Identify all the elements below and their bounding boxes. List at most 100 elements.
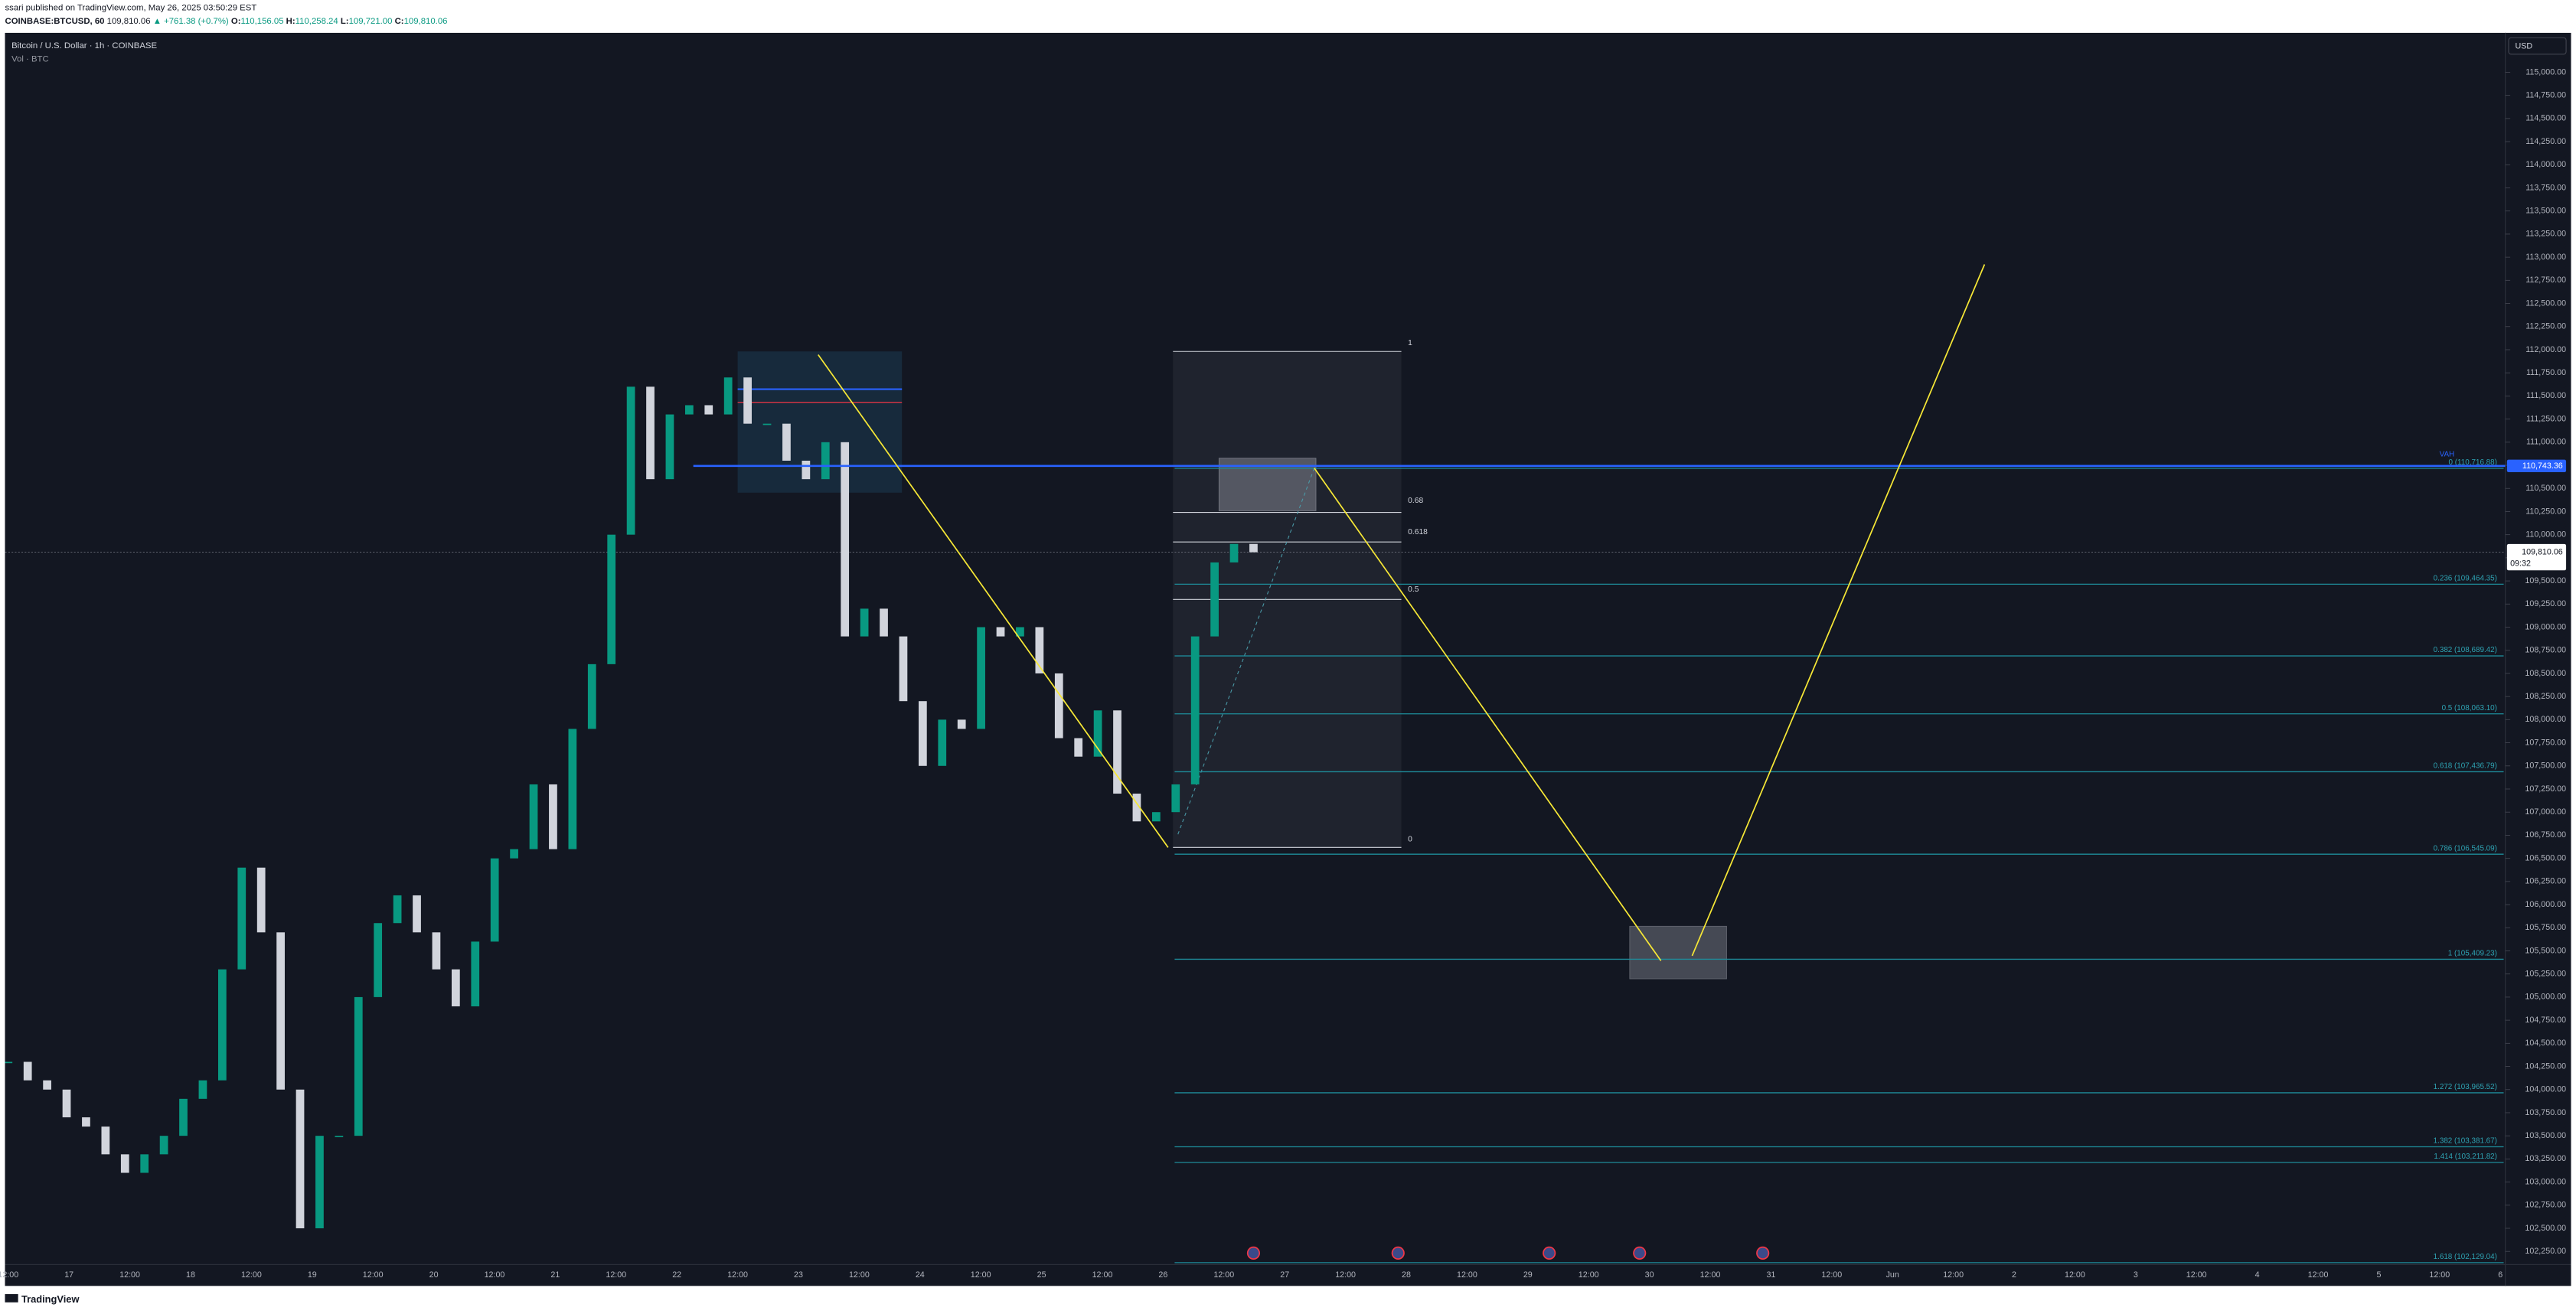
candle — [1229, 543, 1239, 562]
price-tick-label: 106,250.00 — [2525, 877, 2566, 886]
time-tick-label: 12:00 — [2186, 1270, 2207, 1280]
time-tick-label: 29 — [1523, 1270, 1533, 1280]
countdown: 09:32 — [2510, 559, 2531, 568]
price-tick-label: 110,500.00 — [2525, 484, 2566, 493]
price-tick-label: 104,500.00 — [2525, 1038, 2566, 1048]
candle — [276, 932, 285, 1090]
time-tick-label: 6 — [2498, 1270, 2503, 1280]
candle — [1035, 627, 1044, 673]
fib-level-label: 1.272 (103,965.52) — [2434, 1083, 2497, 1091]
plot: 0 (110,716.88) 0.236 (109,464.35) 0.382 (1… — [5, 264, 2506, 1263]
trend-line — [1314, 468, 1662, 961]
time-tick-label: 24 — [916, 1270, 925, 1280]
candle — [938, 719, 947, 766]
time-tick-label: 12:00 — [1092, 1270, 1113, 1280]
candle — [626, 386, 635, 535]
time-tick-label: 21 — [550, 1270, 560, 1280]
price-tick-label: 113,750.00 — [2525, 183, 2566, 192]
candle — [860, 608, 869, 637]
publisher: ssari published on TradingView.com, May … — [5, 4, 256, 13]
price-tick-label: 105,250.00 — [2525, 970, 2566, 979]
price-tick-label: 108,750.00 — [2525, 646, 2566, 655]
candle — [918, 701, 927, 766]
price-tick-label: 114,750.00 — [2525, 90, 2566, 99]
time-tick-label: 12:00 — [1213, 1270, 1234, 1280]
candle — [977, 627, 985, 729]
candle — [568, 729, 577, 849]
level-price-tag — [2506, 459, 2567, 472]
price-tick-label: 104,750.00 — [2525, 1016, 2566, 1025]
price-tick-label: 104,250.00 — [2525, 1061, 2566, 1071]
fib-level-label: 1.618 (102,129.04) — [2434, 1253, 2497, 1261]
price-tick-label: 113,500.00 — [2525, 207, 2566, 216]
price-tick-label: 111,500.00 — [2526, 391, 2566, 400]
fib-level-label: 1.382 (103,381.67) — [2434, 1137, 2497, 1146]
candle — [256, 867, 266, 933]
candle — [782, 423, 791, 461]
time-tick-label: 25 — [1037, 1270, 1046, 1280]
candle — [23, 1061, 32, 1081]
time-tick-label: 12:00 — [2429, 1270, 2450, 1280]
time-tick-label: Jun — [1886, 1270, 1899, 1280]
event-icon — [1391, 1246, 1405, 1260]
time-tick-label: 12:00 — [485, 1270, 505, 1280]
candle — [529, 784, 538, 849]
volume-profile-box — [737, 351, 903, 493]
price-tick-label: 106,750.00 — [2525, 830, 2566, 840]
time-tick-label: 12:00 — [727, 1270, 748, 1280]
candle — [120, 1154, 129, 1173]
position-label: 0.5 — [1408, 585, 1419, 594]
price-tick-label: 107,000.00 — [2525, 807, 2566, 817]
price-tick-label: 107,250.00 — [2525, 784, 2566, 794]
time-tick-label: 27 — [1280, 1270, 1289, 1280]
time-tick-label: 12:00 — [241, 1270, 262, 1280]
time-tick-label: 12:00 — [119, 1270, 140, 1280]
price-tick-label: 110,250.00 — [2525, 507, 2566, 516]
level-price-label: 110,743.36 — [2522, 461, 2563, 471]
candle — [510, 849, 518, 859]
candle — [704, 405, 713, 415]
candle — [101, 1127, 110, 1155]
price-tick-label: 103,500.00 — [2525, 1131, 2566, 1140]
price-tick-label: 108,500.00 — [2525, 669, 2566, 678]
time-tick-label: 20 — [429, 1270, 439, 1280]
brand-logo — [5, 1294, 18, 1303]
event-icon — [1543, 1246, 1556, 1260]
time-tick-label: 31 — [1766, 1270, 1775, 1280]
time-tick-label: 12:00 — [606, 1270, 626, 1280]
time-tick-label: 12:00 — [363, 1270, 384, 1280]
price-tick-label: 103,250.00 — [2525, 1154, 2566, 1163]
candle — [587, 664, 596, 729]
candle — [1132, 794, 1141, 822]
candle — [1151, 812, 1161, 822]
position-label: 0.68 — [1408, 497, 1423, 505]
trend-line — [1691, 264, 1986, 957]
price-tick-label: 110,000.00 — [2525, 530, 2566, 539]
time-tick-label: 4 — [2255, 1270, 2260, 1280]
candle — [295, 1089, 305, 1229]
position-label: 0 — [1408, 835, 1412, 843]
time-tick-label: 3 — [2134, 1270, 2138, 1280]
time-tick-label: 12:00 — [0, 1270, 18, 1280]
open-label: O: — [231, 17, 241, 26]
time-tick-label: 12:00 — [1335, 1270, 1356, 1280]
time-tick-label: 12:00 — [1457, 1270, 1477, 1280]
time-tick-label: 26 — [1158, 1270, 1167, 1280]
price-tick-label: 105,750.00 — [2525, 923, 2566, 932]
legend-volume: Vol · BTC — [11, 54, 49, 64]
candle — [43, 1080, 51, 1090]
candle — [1016, 627, 1024, 637]
price-tick-label: 102,500.00 — [2525, 1224, 2566, 1233]
currency[interactable]: USD — [2516, 41, 2533, 51]
time-tick-label: 12:00 — [849, 1270, 870, 1280]
currency-button[interactable] — [2508, 37, 2567, 55]
level-tag: VAH — [2440, 450, 2455, 458]
symbol: COINBASE:BTCUSD, 60 — [5, 17, 104, 26]
change: ▲ +761.38 (+0.7%) — [153, 17, 229, 26]
time-tick-label: 12:00 — [2308, 1270, 2329, 1280]
close-label: C: — [395, 17, 404, 26]
price-tick-label: 106,000.00 — [2525, 900, 2566, 909]
high: 110,258.24 — [295, 17, 338, 26]
candle — [451, 969, 460, 1006]
open: 110,156.05 — [241, 17, 284, 26]
